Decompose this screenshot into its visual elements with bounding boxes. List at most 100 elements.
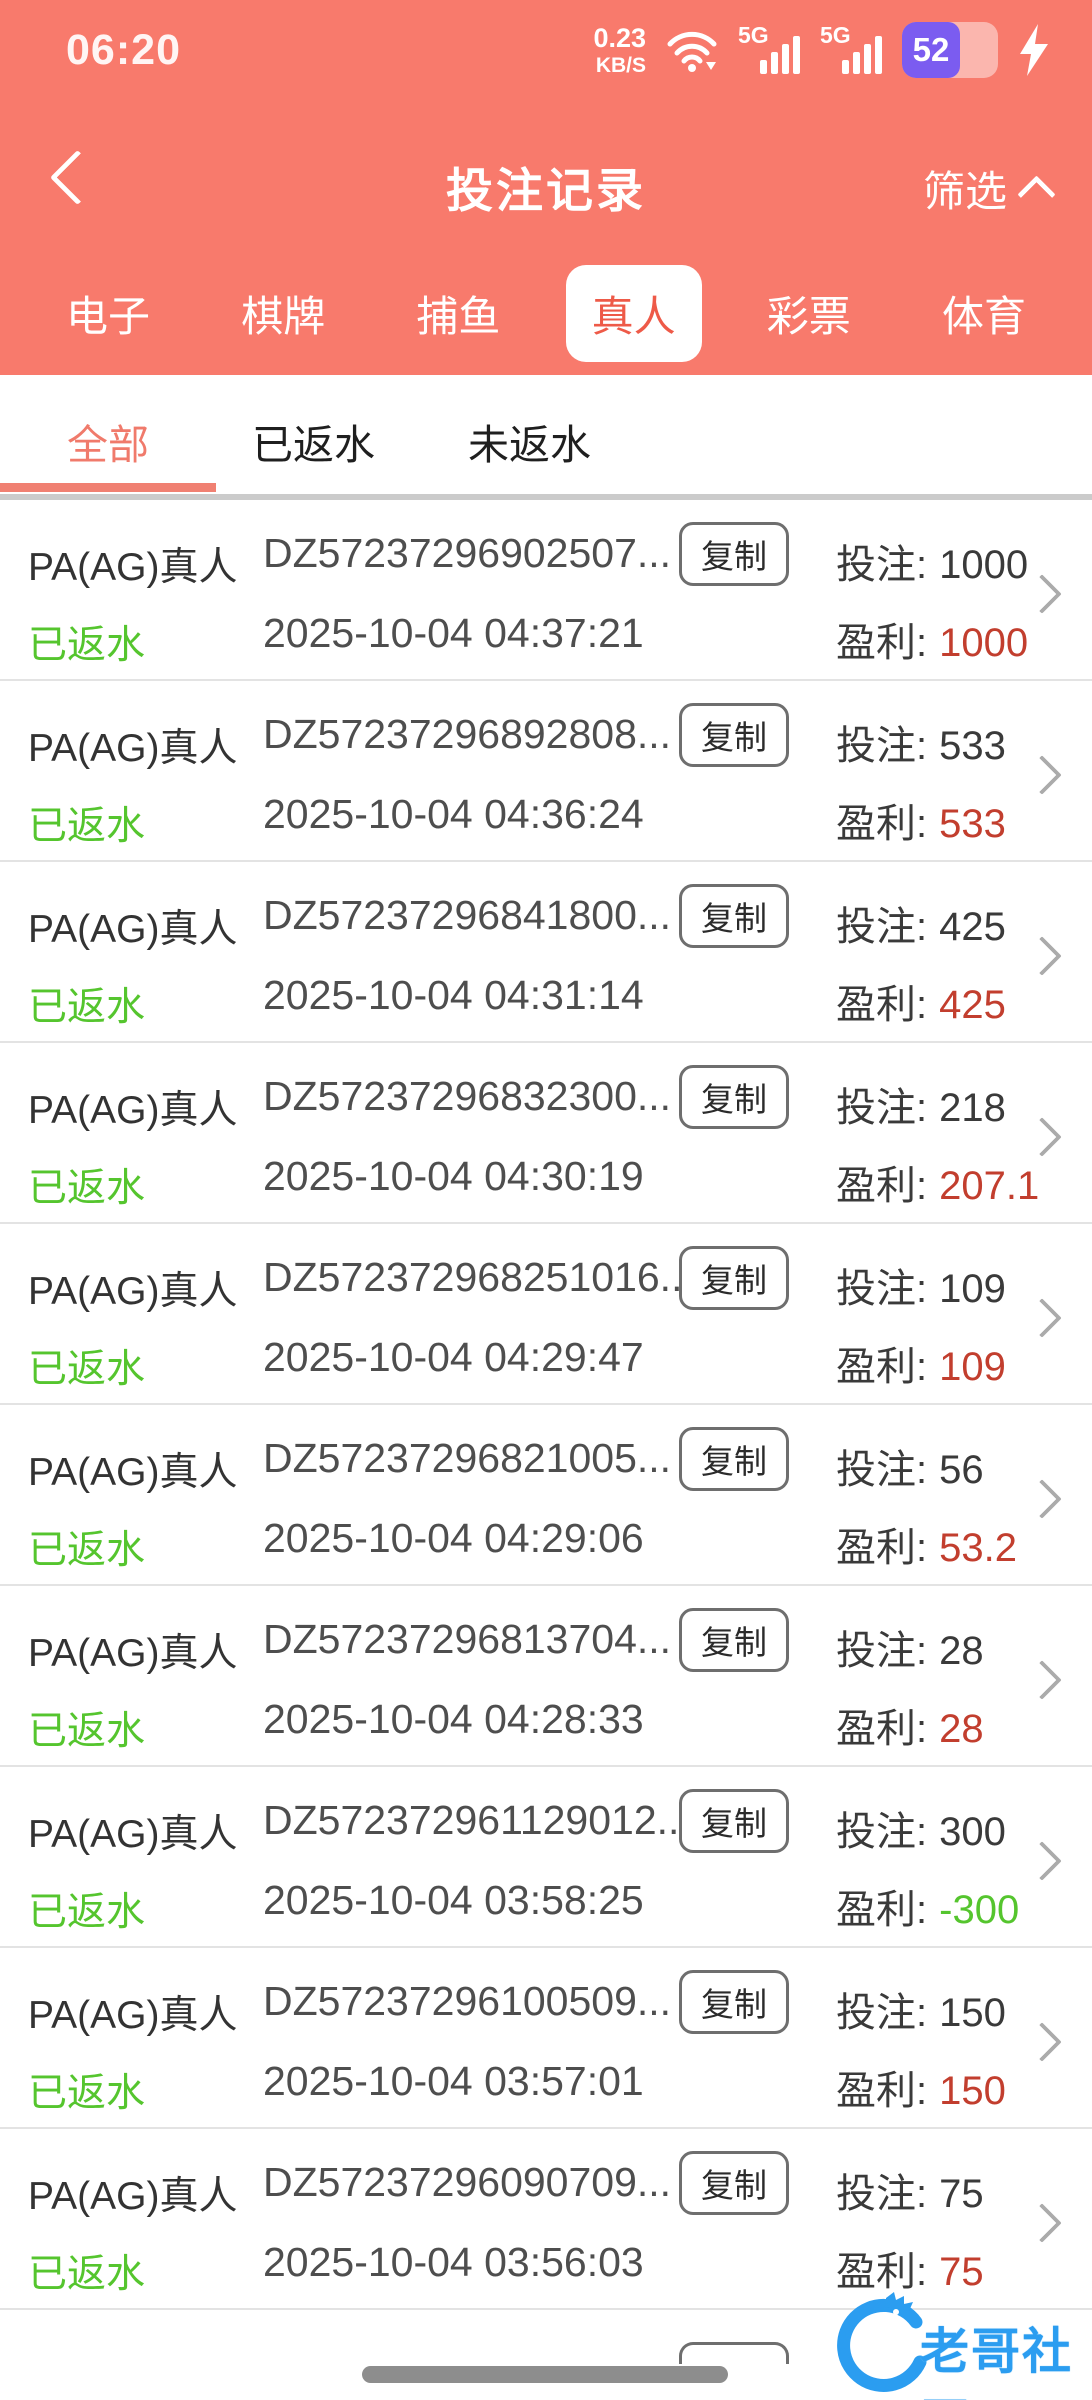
bet-label: 投注: [836, 724, 928, 768]
filter-button[interactable]: 筛选 [922, 158, 1056, 219]
category-tab[interactable]: 捕鱼 [416, 293, 501, 340]
profit-label: 盈利: [836, 802, 928, 846]
order-time: 2025-10-04 04:29:47 [263, 1334, 644, 1380]
signal-icon-sim1: 5G [738, 22, 800, 76]
bet-value: 300 [939, 1810, 1006, 1854]
profit-label: 盈利: [836, 621, 928, 665]
chevron-right-icon[interactable] [1022, 1298, 1062, 1338]
profit-line: 盈利: 207.1 [836, 1153, 1039, 1211]
record-row[interactable]: PA(AG)真人 已返水 DZ57237296832300... 复制 2025… [0, 1043, 1092, 1224]
order-number: DZ57237296090709... [263, 2159, 672, 2205]
profit-line: 盈利: 533 [836, 791, 1006, 849]
copy-button[interactable]: 复制 [679, 1608, 789, 1672]
status-tab[interactable]: 全部 [67, 422, 149, 468]
order-number: DZ57237296821005... [263, 1435, 672, 1481]
profit-line: 盈利: 1000 [836, 610, 1028, 668]
record-row[interactable]: PA(AG)真人 已返水 DZ57237296821005... 复制 2025… [0, 1405, 1092, 1586]
watermark-title: 老哥社区 [920, 2325, 1074, 2400]
bet-value: 1000 [939, 543, 1029, 587]
order-number: DZ57237296813704... [263, 1616, 672, 1662]
signal-icon-sim2: 5G [820, 22, 882, 76]
copy-button[interactable]: 复制 [679, 884, 789, 948]
home-indicator[interactable] [362, 2366, 728, 2383]
record-row[interactable]: PA(AG)真人 已返水 DZ57237296902507... 复制 2025… [0, 500, 1092, 681]
chevron-right-icon[interactable] [1022, 936, 1062, 976]
page-title: 投注记录 [446, 164, 646, 217]
copy-button[interactable]: 复制 [679, 1970, 789, 2034]
active-tab-underline [0, 483, 216, 492]
record-row[interactable]: PA(AG)真人 已返水 DZ572372968251016... 复制 202… [0, 1224, 1092, 1405]
chevron-right-icon[interactable] [1022, 1117, 1062, 1157]
order-number: DZ57237296902507... [263, 530, 672, 576]
chevron-right-icon[interactable] [1022, 1479, 1062, 1519]
chevron-right-icon[interactable] [1022, 574, 1062, 614]
game-name: PA(AG)真人 [28, 1632, 238, 1675]
bet-label: 投注: [836, 1448, 928, 1492]
order-time: 2025-10-04 04:28:33 [263, 1696, 644, 1742]
order-time: 2025-10-04 04:36:24 [263, 791, 644, 837]
copy-button[interactable]: 复制 [679, 703, 789, 767]
bet-label: 投注: [836, 2172, 928, 2216]
bet-value: 425 [939, 905, 1006, 949]
category-tab[interactable]: 真人 [565, 265, 702, 362]
profit-value: 28 [939, 1707, 984, 1751]
rebate-status: 已返水 [28, 624, 146, 667]
bet-label: 投注: [836, 1810, 928, 1854]
profit-value: 207.1 [939, 1164, 1040, 1208]
record-row[interactable]: PA(AG)真人 已返水 DZ57237296892808... 复制 2025… [0, 681, 1092, 862]
order-time: 2025-10-04 04:30:19 [263, 1153, 644, 1199]
battery-percent: 52 [902, 22, 960, 78]
order-time: 2025-10-04 03:56:03 [263, 2239, 644, 2285]
profit-label: 盈利: [836, 983, 928, 1027]
game-name: PA(AG)真人 [28, 1994, 238, 2037]
status-tab[interactable]: 未返水 [468, 422, 591, 468]
game-name: PA(AG)真人 [28, 1089, 238, 1132]
charging-bolt-icon [1020, 24, 1048, 76]
records-list: PA(AG)真人 已返水 DZ57237296902507... 复制 2025… [0, 500, 1092, 2310]
profit-value: 75 [939, 2250, 984, 2294]
bet-line: 投注: 56 [836, 1437, 984, 1495]
record-row[interactable]: PA(AG)真人 已返水 DZ57237296841800... 复制 2025… [0, 862, 1092, 1043]
filter-label: 筛选 [922, 168, 1007, 215]
chevron-right-icon[interactable] [1022, 755, 1062, 795]
status-tab[interactable]: 已返水 [252, 422, 375, 468]
bet-label: 投注: [836, 1086, 928, 1130]
record-row[interactable]: PA(AG)真人 已返水 DZ57237296813704... 复制 2025… [0, 1586, 1092, 1767]
chevron-right-icon[interactable] [1022, 1660, 1062, 1700]
copy-button[interactable]: 复制 [679, 1427, 789, 1491]
copy-button[interactable]: 复制 [679, 1246, 789, 1310]
bet-line: 投注: 75 [836, 2161, 984, 2219]
tabs-divider [0, 494, 1092, 500]
order-time: 2025-10-04 04:29:06 [263, 1515, 644, 1561]
copy-button[interactable]: 复制 [679, 522, 789, 586]
chevron-right-icon[interactable] [1022, 1841, 1062, 1881]
order-number: DZ57237296100509... [263, 1978, 672, 2024]
profit-value: 150 [939, 2069, 1006, 2113]
game-name: PA(AG)真人 [28, 2175, 238, 2218]
chevron-right-icon[interactable] [1022, 2203, 1062, 2243]
bet-value: 150 [939, 1991, 1006, 2035]
copy-button[interactable]: 复制 [679, 2151, 789, 2215]
watermark: 老哥社区 LAOGESHEQU [830, 2290, 1092, 2400]
profit-label: 盈利: [836, 1164, 928, 1208]
record-row[interactable]: PA(AG)真人 已返水 DZ57237296090709... 复制 2025… [0, 2129, 1092, 2310]
bet-line: 投注: 533 [836, 713, 1006, 771]
profit-line: 盈利: -300 [836, 1877, 1019, 1935]
bet-line: 投注: 425 [836, 894, 1006, 952]
bet-value: 533 [939, 724, 1006, 768]
copy-button[interactable]: 复制 [679, 1065, 789, 1129]
chevron-up-icon [1017, 175, 1056, 214]
record-row[interactable]: PA(AG)真人 已返水 DZ57237296100509... 复制 2025… [0, 1948, 1092, 2129]
bet-value: 75 [939, 2172, 984, 2216]
order-number: DZ57237296841800... [263, 892, 672, 938]
copy-button[interactable]: 复制 [679, 1789, 789, 1853]
category-tab[interactable]: 彩票 [766, 293, 851, 340]
chevron-right-icon[interactable] [1022, 2022, 1062, 2062]
status-bar: 06:20 0.23 KB/S 5G 5G [0, 0, 1092, 100]
category-tab[interactable]: 棋牌 [241, 293, 326, 340]
record-row[interactable]: PA(AG)真人 已返水 DZ572372961129012... 复制 202… [0, 1767, 1092, 1948]
category-tab[interactable]: 电子 [66, 293, 151, 340]
category-tabs: 电子 棋牌 捕鱼 真人 彩票 体育 [0, 252, 1092, 375]
category-tab[interactable]: 体育 [941, 293, 1026, 340]
bet-line: 投注: 300 [836, 1799, 1006, 1857]
